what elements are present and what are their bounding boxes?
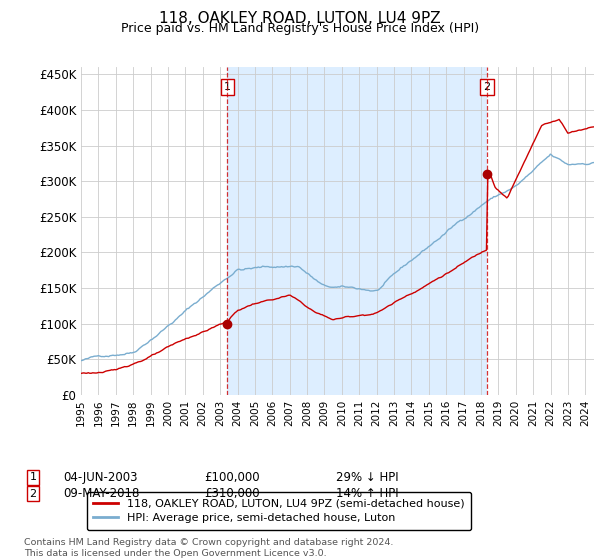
Text: 118, OAKLEY ROAD, LUTON, LU4 9PZ: 118, OAKLEY ROAD, LUTON, LU4 9PZ bbox=[159, 11, 441, 26]
Legend: 118, OAKLEY ROAD, LUTON, LU4 9PZ (semi-detached house), HPI: Average price, semi: 118, OAKLEY ROAD, LUTON, LU4 9PZ (semi-d… bbox=[86, 492, 471, 530]
Text: £310,000: £310,000 bbox=[204, 487, 260, 501]
Text: 04-JUN-2003: 04-JUN-2003 bbox=[63, 470, 137, 484]
Text: £100,000: £100,000 bbox=[204, 470, 260, 484]
Text: Contains HM Land Registry data © Crown copyright and database right 2024.
This d: Contains HM Land Registry data © Crown c… bbox=[24, 538, 394, 558]
Text: 1: 1 bbox=[29, 472, 37, 482]
Text: 29% ↓ HPI: 29% ↓ HPI bbox=[336, 470, 398, 484]
Bar bbox=[227, 67, 487, 395]
Text: 14% ↑ HPI: 14% ↑ HPI bbox=[336, 487, 398, 501]
Text: 1: 1 bbox=[224, 82, 231, 92]
Text: 2: 2 bbox=[484, 82, 491, 92]
Text: Price paid vs. HM Land Registry's House Price Index (HPI): Price paid vs. HM Land Registry's House … bbox=[121, 22, 479, 35]
Text: 2: 2 bbox=[29, 489, 37, 499]
Text: 09-MAY-2018: 09-MAY-2018 bbox=[63, 487, 139, 501]
